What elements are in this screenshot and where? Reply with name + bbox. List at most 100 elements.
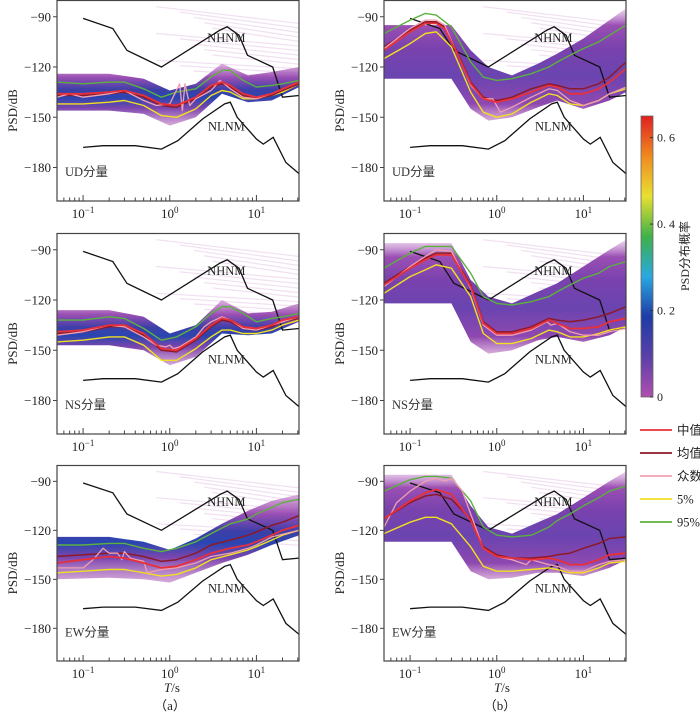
component-label: NS分量 [65, 398, 106, 412]
component-label: NS分量 [392, 398, 433, 412]
psd-streak [204, 48, 299, 61]
nhnm-label: NHNM [534, 495, 572, 509]
component-label: EW分量 [65, 626, 109, 640]
psd-density-band [57, 63, 299, 126]
y-tick-label: −180 [351, 621, 378, 636]
psd-streak [179, 38, 299, 52]
y-tick-label: −180 [24, 160, 51, 175]
series-line-众数 [384, 19, 626, 113]
psd-streak [193, 481, 299, 498]
legend-item: 5% [640, 493, 694, 507]
panel-a-UD: NHNM NLNM UD分量 −90 −120 −150 −180 10−1 100 101 PSD… [5, 0, 300, 221]
series-line-5% [57, 319, 299, 361]
psd-streak [156, 59, 299, 70]
y-tick-label: −120 [24, 60, 51, 75]
psd-streak [212, 260, 299, 276]
series-line-95% [57, 306, 299, 341]
series-line-95% [384, 475, 626, 538]
y-axis-label: PSD/dB [5, 322, 20, 365]
x-tick-label: 100 [488, 438, 506, 454]
psd-streak [193, 16, 299, 34]
column-label-b: （b） [484, 698, 517, 713]
nlnm-line [83, 563, 299, 636]
y-tick-label: −180 [351, 160, 378, 175]
psd-streak [483, 6, 626, 25]
y-axis-label: PSD/dB [332, 322, 347, 365]
nhnm-line [82, 17, 299, 98]
panel-b-UD: NHNM NLNM UD分量 −90 −120 −150 −180 10−1 100 101 PSD… [332, 0, 627, 221]
psd-streak [156, 239, 299, 258]
series-line-众数 [57, 529, 299, 574]
y-tick-label: −120 [351, 523, 378, 538]
x-tick-label: 101 [248, 438, 266, 454]
psd-streak [193, 43, 299, 56]
series-line-众数 [57, 79, 299, 112]
plot-frame [56, 232, 300, 435]
nlnm-label: NLNM [535, 353, 572, 367]
psd-streak [483, 239, 626, 258]
legend-item: 众数 [640, 469, 700, 484]
y-tick-label: −120 [24, 293, 51, 308]
psd-streak [212, 27, 299, 43]
colorbar-tick-label: 0. 6 [657, 131, 675, 145]
column-label-a: （a） [154, 698, 186, 713]
y-axis-label: PSD/dB [5, 89, 20, 132]
component-label: UD分量 [392, 165, 435, 179]
psd-streak [179, 244, 299, 262]
series-line-中值 [57, 81, 299, 107]
x-tick-label: 100 [161, 665, 179, 681]
series-line-95% [384, 12, 626, 82]
nhnm-line [409, 17, 626, 98]
nhnm-label: NHNM [534, 264, 572, 278]
x-axis-label-a: T/s [164, 680, 180, 695]
psd-streak [204, 281, 299, 294]
nhnm-label: NHNM [207, 31, 245, 45]
series-line-众数 [384, 249, 626, 336]
nhnm-label: NHNM [207, 495, 245, 509]
psd-streak [179, 298, 299, 307]
colorbar-tick-label: 0 [657, 390, 663, 404]
plot-frame [56, 0, 300, 202]
psd-streak [204, 255, 299, 271]
psd-streak [156, 292, 299, 303]
series-line-均值 [57, 317, 299, 353]
y-tick-label: −90 [358, 474, 378, 489]
plot-frame [383, 0, 627, 202]
nlnm-line [410, 334, 626, 408]
y-tick-label: −180 [351, 393, 378, 408]
legend-item: 均值 [640, 446, 700, 461]
x-tick-label: 101 [575, 205, 593, 221]
legend-item: 中值 [640, 423, 700, 438]
series-line-中值 [384, 22, 626, 104]
nlnm-label: NLNM [208, 120, 245, 134]
nhnm-label: NHNM [207, 264, 245, 278]
y-tick-label: −90 [31, 242, 51, 257]
colorbar-label: PSD分布概率 [677, 221, 692, 291]
legend-label: 均值 [677, 446, 700, 461]
colorbar: 0 0. 2 0. 4 0. 6 PSD分布概率 [640, 115, 692, 404]
y-axis-label: PSD/dB [5, 551, 20, 594]
y-tick-label: −90 [358, 242, 378, 257]
nhnm-line [409, 482, 626, 561]
x-tick-label: 101 [248, 665, 266, 681]
legend-label: 中值 [677, 423, 700, 438]
x-tick-label: 101 [575, 438, 593, 454]
psd-streak [179, 476, 299, 493]
plot-frame [56, 464, 300, 662]
nhnm-line [82, 482, 299, 561]
x-tick-label: 100 [161, 205, 179, 221]
psd-density-band [57, 300, 299, 366]
psd-streak [483, 470, 626, 489]
x-tick-label: 10−1 [72, 665, 95, 681]
series-line-95% [57, 69, 299, 98]
series-line-均值 [384, 21, 626, 102]
nhnm-line [82, 250, 299, 331]
y-axis-label: PSD/dB [332, 551, 347, 594]
panel-b-NS: NHNM NLNM NS分量 −90 −120 −150 −180 10−1 100 101 PSD… [332, 232, 627, 454]
x-tick-label: 101 [575, 665, 593, 681]
nlnm-label: NLNM [208, 353, 245, 367]
panel-b-EW: NHNM NLNM EW分量 −90 −120 −150 −180 10−1 100 101 PSD… [332, 464, 627, 681]
x-tick-label: 10−1 [399, 205, 422, 221]
